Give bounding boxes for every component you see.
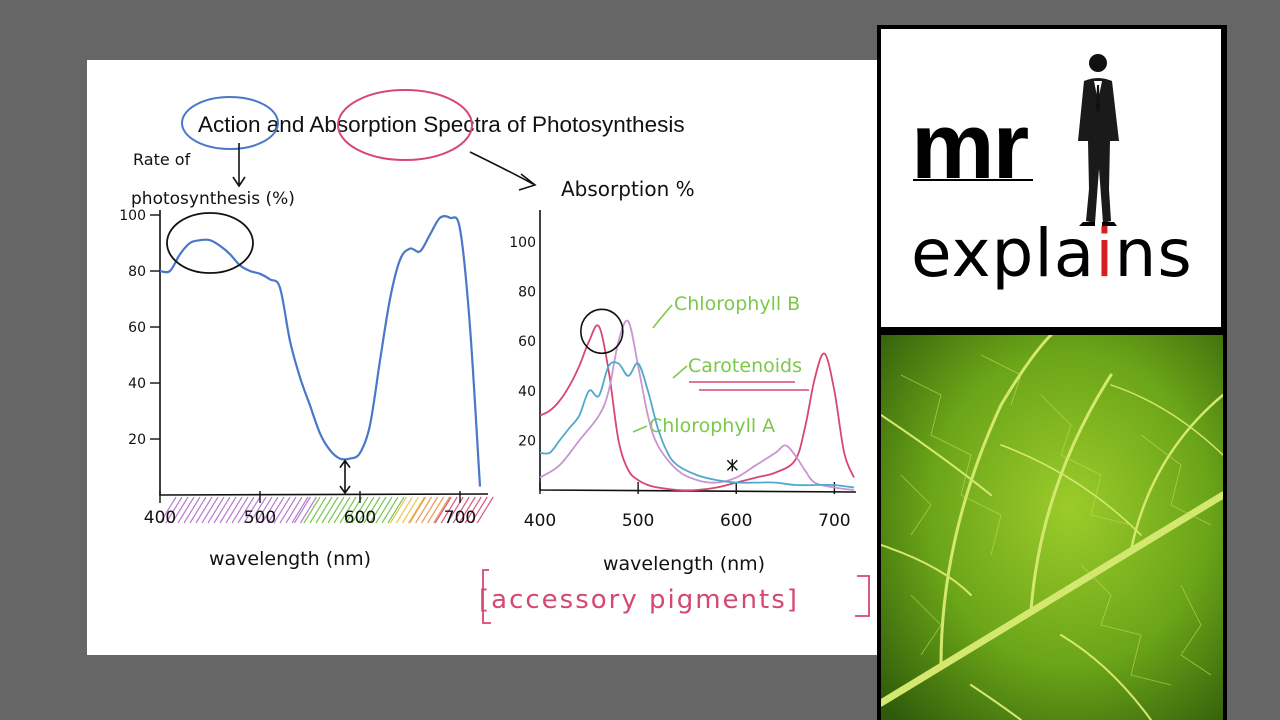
whiteboard: Action and Absorption Spectra of Photosy… xyxy=(87,60,877,655)
chart2-series-0 xyxy=(539,324,855,492)
rate-label-line1: Rate of xyxy=(133,150,191,169)
chart1-xlabel: wavelength (nm) xyxy=(209,548,371,570)
chart2-axes xyxy=(539,210,857,493)
chart2-ytick-label-40: 40 xyxy=(518,384,536,400)
absorption-label: Absorption % xyxy=(561,177,695,201)
spectrum-band-blue xyxy=(293,496,317,524)
title-and-word: and xyxy=(261,112,310,137)
chart2-xtick-label-600: 600 xyxy=(720,511,752,531)
title-rest: Spectra of Photosynthesis xyxy=(417,112,685,137)
chart1-series-line xyxy=(159,214,482,487)
leaf-veins xyxy=(881,335,1223,720)
chart2-peak-circle xyxy=(580,308,624,355)
action-arrow xyxy=(232,143,246,188)
accessory-pigments-label: [accessory pigments] xyxy=(479,585,799,615)
title-action-word: Action xyxy=(198,112,261,137)
carotenoids-underline xyxy=(689,381,809,391)
suited-man-icon xyxy=(1078,54,1119,226)
spectrum-band-yellow xyxy=(389,496,425,524)
spectrum-band-green xyxy=(303,496,405,524)
accessory-bracket-right xyxy=(855,575,870,617)
chart2-series-2 xyxy=(539,361,855,489)
chart2-xtick-label-500: 500 xyxy=(622,511,654,531)
absorption-spectrum-chart: 400 500 600 700 20 40 60 80 100 xyxy=(482,210,870,624)
chart2-ytick-label-100: 100 xyxy=(509,235,536,251)
leaf-photo-panel xyxy=(877,331,1227,720)
chart1-trough-arrow xyxy=(339,459,351,495)
logo-explains-text: explains xyxy=(911,215,1193,292)
chart2-xtick-label-400: 400 xyxy=(524,511,556,531)
chart2-xtick-label-700: 700 xyxy=(818,511,850,531)
title-absorption-word: Absorption xyxy=(309,112,417,137)
label-chlorophyll-b: Chlorophyll B xyxy=(674,293,800,315)
chart2-series-1 xyxy=(539,319,855,491)
pointer-chlorophyll-a xyxy=(632,425,648,433)
spectrum-band-violet xyxy=(159,496,309,524)
spectrum-band-orange xyxy=(409,496,451,524)
chart1-xtick-label-600: 600 xyxy=(344,508,376,528)
chart2-xlabel: wavelength (nm) xyxy=(603,553,765,575)
pointer-carotenoids xyxy=(672,365,688,379)
pointer-chlorophyll-b xyxy=(652,304,673,329)
accessory-bracket-left xyxy=(482,569,491,624)
spectrum-band xyxy=(159,496,494,524)
board-drawing: Action and Absorption Spectra of Photosy… xyxy=(119,89,870,624)
logo-box: mr explains xyxy=(881,29,1221,327)
chart2-ytick-label-20: 20 xyxy=(518,433,536,449)
chart1-peak-circle xyxy=(166,212,254,274)
chart1-xtick-label-700: 700 xyxy=(444,508,476,528)
chart1-ytick-label-20: 20 xyxy=(128,432,146,448)
chart1-ytick-label-60: 60 xyxy=(128,320,146,336)
chart2-star-mark xyxy=(726,459,738,472)
rate-label-line2: photosynthesis (%) xyxy=(131,189,295,209)
chart2-ytick-label-60: 60 xyxy=(518,334,536,350)
chart1-xtick-label-500: 500 xyxy=(244,508,276,528)
label-carotenoids: Carotenoids xyxy=(688,355,802,377)
logo-underline xyxy=(913,179,1033,181)
absorption-circle xyxy=(337,89,473,161)
label-chlorophyll-a: Chlorophyll A xyxy=(649,415,775,437)
chart1-axes xyxy=(159,210,489,496)
chart1-ytick-label-40: 40 xyxy=(128,376,146,392)
page-title: Action and Absorption Spectra of Photosy… xyxy=(198,112,685,137)
brand-panel: mr explains xyxy=(877,25,1227,331)
chart1-ytick-label-100: 100 xyxy=(119,208,146,224)
absorption-arrow xyxy=(469,151,537,191)
action-spectrum-chart: 400 500 600 700 20 40 60 80 100 xyxy=(119,208,494,528)
action-circle xyxy=(181,96,279,150)
chart2-ytick-label-80: 80 xyxy=(518,285,536,301)
leaf-image xyxy=(881,335,1223,720)
logo-mr-text: mr xyxy=(911,93,1029,198)
spectrum-band-red xyxy=(434,496,494,524)
chart1-ytick-label-80: 80 xyxy=(128,264,146,280)
chart1-xtick-label-400: 400 xyxy=(144,508,176,528)
